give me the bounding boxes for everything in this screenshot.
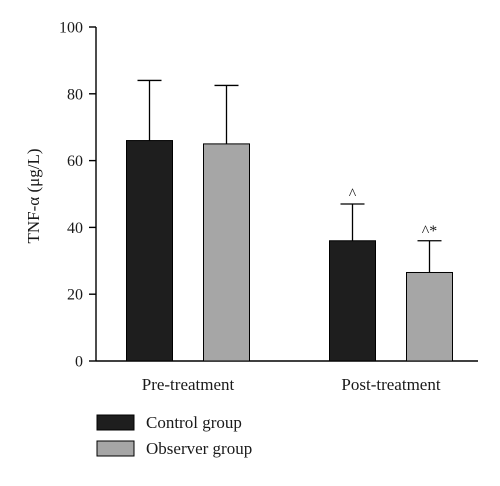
bar (126, 140, 173, 362)
bars (126, 79, 453, 362)
bar (203, 143, 250, 362)
legend-label: Observer group (146, 439, 252, 458)
legend: Control group Observer group (96, 413, 252, 458)
x-tick-label: Pre-treatment (142, 375, 235, 394)
y-tick-label: 20 (67, 287, 83, 304)
y-tick-label: 0 (75, 354, 83, 371)
y-axis: 0 20 40 60 80 100 (59, 20, 97, 371)
bar (406, 271, 453, 362)
x-tick-label: Post-treatment (341, 375, 440, 394)
bar (329, 240, 376, 362)
legend-swatch (96, 414, 135, 431)
y-axis-label: TNF-α (μg/L) (24, 149, 43, 244)
legend-label: Control group (146, 413, 242, 432)
y-tick-label: 100 (59, 20, 83, 37)
y-tick-label: 40 (67, 220, 83, 237)
y-tick-label: 80 (67, 86, 83, 103)
legend-swatch (96, 440, 135, 457)
significance-marker: ^* (422, 223, 438, 240)
annotations: ^ ^* (349, 186, 438, 240)
y-tick-label: 60 (67, 153, 83, 170)
significance-marker: ^ (349, 186, 357, 203)
x-axis: Pre-treatment Post-treatment (96, 360, 478, 394)
